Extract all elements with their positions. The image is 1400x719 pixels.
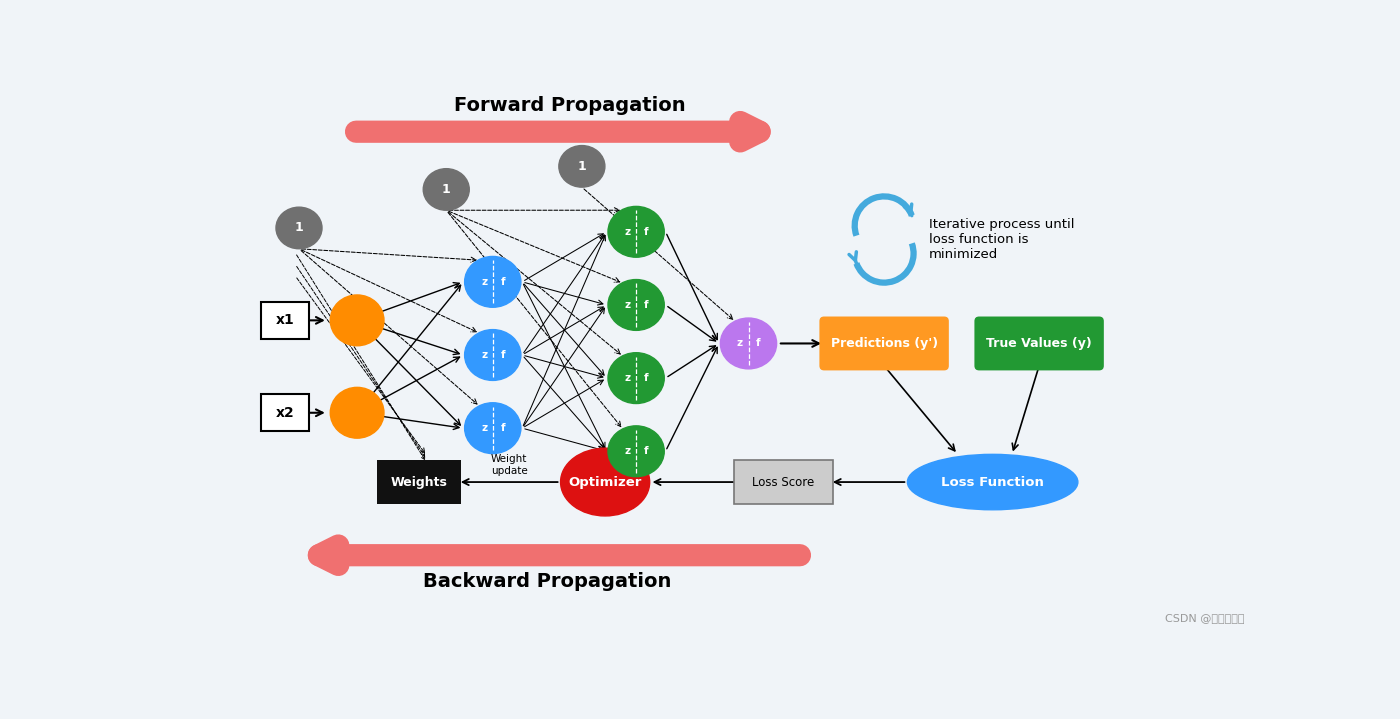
FancyBboxPatch shape (377, 459, 461, 505)
Text: f: f (644, 226, 648, 237)
Text: z: z (624, 446, 631, 457)
Text: z: z (482, 350, 487, 360)
Text: Weights: Weights (391, 475, 448, 488)
Text: f: f (644, 446, 648, 457)
Ellipse shape (465, 329, 521, 380)
Text: z: z (482, 277, 487, 287)
Ellipse shape (608, 353, 664, 403)
Ellipse shape (423, 169, 469, 210)
Text: Backward Propagation: Backward Propagation (423, 572, 671, 591)
Text: 1: 1 (442, 183, 451, 196)
Ellipse shape (907, 454, 1078, 510)
Text: f: f (500, 277, 505, 287)
FancyBboxPatch shape (734, 459, 833, 505)
Ellipse shape (608, 280, 664, 330)
Ellipse shape (465, 403, 521, 454)
Text: 1: 1 (577, 160, 587, 173)
Text: f: f (644, 300, 648, 310)
Text: Optimizer: Optimizer (568, 475, 641, 488)
Text: z: z (482, 423, 487, 433)
Ellipse shape (608, 426, 664, 477)
Text: Iterative process until
loss function is
minimized: Iterative process until loss function is… (930, 218, 1075, 261)
Text: z: z (624, 373, 631, 383)
Text: Weight
update: Weight update (491, 454, 528, 476)
Text: f: f (756, 339, 760, 349)
Text: x1: x1 (276, 313, 294, 327)
Ellipse shape (330, 388, 384, 438)
Ellipse shape (559, 145, 605, 187)
Text: Forward Propagation: Forward Propagation (455, 96, 686, 115)
Text: f: f (644, 373, 648, 383)
Text: z: z (624, 300, 631, 310)
Text: Predictions (y'): Predictions (y') (830, 337, 938, 350)
Text: x2: x2 (276, 406, 294, 420)
FancyBboxPatch shape (819, 316, 949, 370)
Text: f: f (500, 423, 505, 433)
Ellipse shape (330, 295, 384, 346)
Ellipse shape (608, 206, 664, 257)
Text: CSDN @星川皆无恙: CSDN @星川皆无恙 (1165, 613, 1245, 623)
FancyBboxPatch shape (260, 394, 309, 431)
FancyBboxPatch shape (260, 302, 309, 339)
Text: True Values (y): True Values (y) (986, 337, 1092, 350)
Ellipse shape (465, 257, 521, 307)
Ellipse shape (560, 448, 650, 516)
FancyBboxPatch shape (974, 316, 1103, 370)
Ellipse shape (721, 318, 777, 369)
Ellipse shape (276, 207, 322, 249)
Text: z: z (736, 339, 743, 349)
Text: Loss Score: Loss Score (752, 475, 815, 488)
Text: f: f (500, 350, 505, 360)
Text: Loss Function: Loss Function (941, 475, 1044, 488)
Text: z: z (624, 226, 631, 237)
Text: 1: 1 (294, 221, 304, 234)
